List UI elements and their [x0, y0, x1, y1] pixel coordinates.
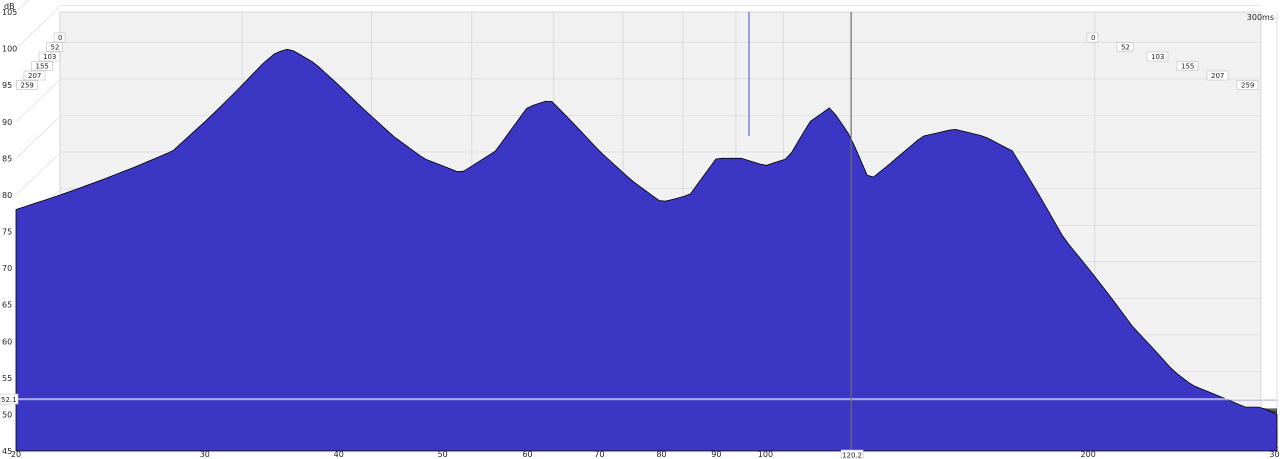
time-label-left: 155	[36, 63, 49, 71]
y-tick-label: 60	[2, 337, 12, 346]
time-label-box-right	[1116, 42, 1134, 52]
time-label-box-left	[53, 32, 66, 43]
x-tick-label: 200	[1081, 450, 1096, 459]
time-label-right: 103	[1151, 53, 1164, 61]
time-label-box-left	[16, 80, 38, 90]
time-label-box-left	[31, 61, 53, 71]
x-tick-label: 30	[200, 450, 210, 459]
y-tick-label: 70	[2, 264, 12, 273]
time-label-box-right	[1086, 32, 1099, 43]
x-tick-label: 300	[1269, 450, 1280, 459]
x-tick-label: 50	[438, 450, 448, 459]
time-label-box-right	[1176, 61, 1199, 71]
x-tick-label: 60	[522, 450, 532, 459]
x-tick-label: 100	[758, 450, 773, 459]
time-label-right: 155	[1181, 63, 1194, 71]
cursor-x-label: 120.2	[842, 452, 862, 459]
grid-diagonal	[15, 0, 30, 13]
time-label-box-right	[1206, 70, 1229, 81]
y-tick-label: 100	[2, 45, 17, 54]
time-label-box-right	[1236, 80, 1259, 90]
cursor-x-box	[840, 449, 864, 459]
y-tick-label: 80	[2, 191, 12, 200]
grid-diagonal	[15, 79, 61, 123]
y-tick-label: 105	[2, 8, 17, 17]
y-tick-label: 65	[2, 301, 12, 310]
x-tick-label: 80	[656, 450, 666, 459]
time-label-left: 207	[28, 72, 41, 80]
y-tick-label: 45	[2, 447, 12, 456]
time-label-box-left	[23, 70, 46, 81]
x-tick-label: 20	[11, 450, 21, 459]
cursors	[16, 12, 1277, 451]
time-label-left: 0	[58, 34, 62, 42]
cursor-y-box	[0, 393, 19, 405]
x-tick-label: 90	[711, 450, 721, 459]
time-unit-label: 300ms	[1247, 13, 1274, 22]
time-label-right: 207	[1211, 72, 1224, 80]
waterfall-slice	[15, 48, 1278, 452]
y-tick-label: 90	[2, 118, 12, 127]
grid-diagonal	[15, 152, 61, 196]
time-label-right: 52	[1121, 44, 1130, 52]
y-tick-label: 50	[2, 410, 12, 419]
waterfall-slices	[15, 48, 1279, 452]
time-label-right: 259	[1241, 82, 1254, 90]
grid-diagonal	[15, 116, 61, 159]
x-tick-label: 70	[594, 450, 604, 459]
time-label-left: 259	[21, 82, 34, 90]
grid-diagonal	[15, 6, 61, 49]
time-label-right: 0	[1091, 34, 1095, 42]
time-label-box-left	[46, 42, 63, 52]
time-label-left: 103	[43, 53, 56, 61]
x-tick-label: 40	[334, 450, 344, 459]
time-label-box-left	[38, 51, 61, 62]
y-tick-label: 55	[2, 374, 12, 383]
cursor-y-label: 52.1	[1, 396, 17, 404]
y-tick-label: 95	[2, 81, 12, 90]
time-label-box-right	[1146, 51, 1169, 62]
y-tick-label: 85	[2, 154, 12, 163]
time-label-left: 52	[51, 44, 60, 52]
y-axis-unit: dB	[4, 2, 15, 11]
y-tick-label: 75	[2, 228, 12, 237]
